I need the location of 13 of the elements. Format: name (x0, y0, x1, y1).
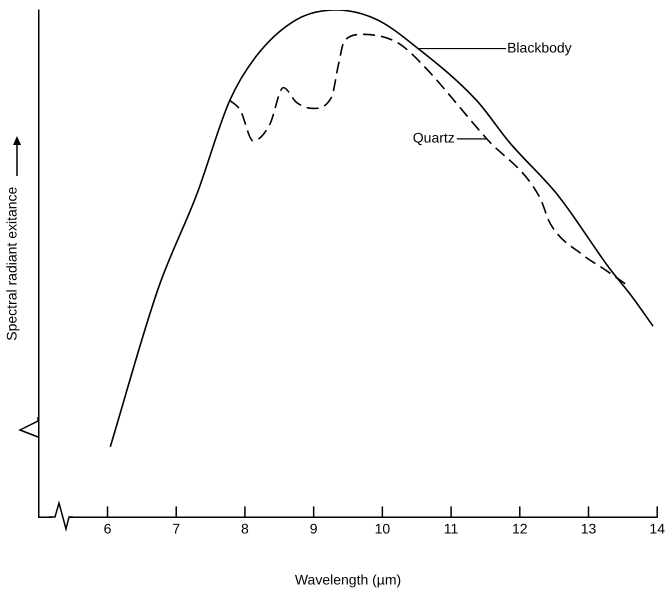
x-tick-label: 8 (241, 520, 250, 537)
x-axis-title: Wavelength (µm) (294, 571, 402, 588)
x-tick-label: 6 (104, 520, 112, 537)
x-tick-label: 13 (580, 520, 596, 537)
x-tick-label: 12 (512, 520, 528, 537)
x-tick-label: 10 (374, 520, 390, 537)
x-tick-label: 11 (444, 520, 459, 537)
annotation: Quartz (412, 130, 455, 146)
x-tick-label: 7 (172, 520, 180, 537)
y-axis-title: Spectral radiant exitance (3, 186, 20, 341)
x-tick-label: 14 (649, 520, 666, 537)
x-tick-label: 9 (310, 520, 318, 537)
annotation: Blackbody (507, 39, 572, 56)
